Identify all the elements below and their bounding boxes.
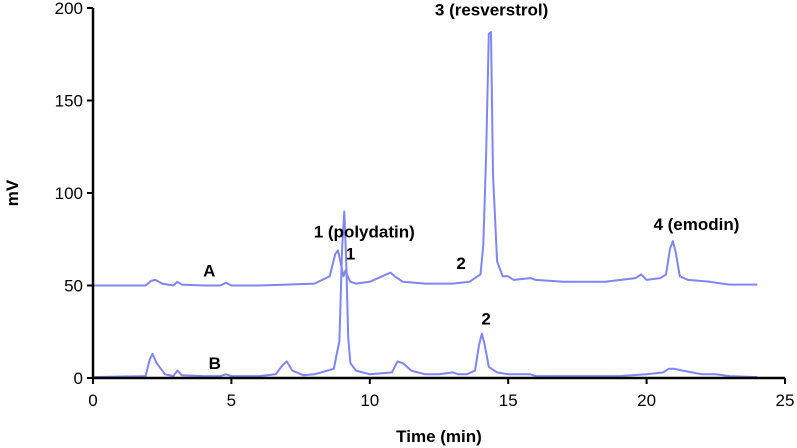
x-axis-title: Time (min): [396, 427, 482, 446]
y-tick-label: 200: [55, 0, 83, 18]
y-axis-title: mV: [3, 179, 22, 206]
y-tick-label: 150: [55, 92, 83, 111]
y-tick-label: 100: [55, 184, 83, 203]
peak-annotation: 2: [456, 254, 465, 273]
x-axis-ticks: 0 5 10 15 20 25: [88, 378, 794, 410]
x-tick-label: 15: [499, 391, 518, 410]
peak-annotation: A: [203, 261, 215, 280]
plot-area: A B 1 (polydatin) 1 2 3 (resverstrol) 4 (emodi…: [92, 0, 758, 379]
y-tick-label: 50: [64, 277, 83, 296]
annotations-group: A B 1 (polydatin) 1 2 3 (resverstrol) 4 (emodi…: [203, 0, 739, 372]
y-axis-ticks: 0 50 100 150 200: [55, 0, 93, 388]
x-tick-label: 10: [360, 391, 379, 410]
x-tick-label: 25: [776, 391, 795, 410]
x-tick-label: 20: [637, 391, 656, 410]
peak-annotation: 2: [481, 309, 490, 328]
peak-annotation: 1: [346, 245, 355, 264]
trace-A: [93, 31, 758, 287]
peak-annotation: 1 (polydatin): [314, 222, 415, 241]
peak-annotation: 4 (emodin): [653, 215, 739, 234]
peak-annotation: B: [209, 354, 221, 373]
traces-group: [92, 31, 758, 379]
trace-B: [92, 210, 758, 379]
peak-annotation: 3 (resverstrol): [435, 0, 548, 19]
x-tick-label: 5: [227, 391, 236, 410]
x-tick-label: 0: [88, 391, 97, 410]
y-tick-label: 0: [74, 369, 83, 388]
